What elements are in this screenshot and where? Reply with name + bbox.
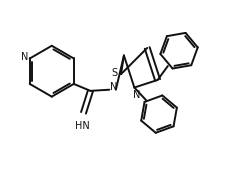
Text: N: N: [21, 52, 28, 62]
Text: N: N: [133, 90, 140, 100]
Text: HN: HN: [75, 121, 90, 131]
Text: S: S: [111, 68, 118, 78]
Text: N: N: [110, 82, 118, 92]
